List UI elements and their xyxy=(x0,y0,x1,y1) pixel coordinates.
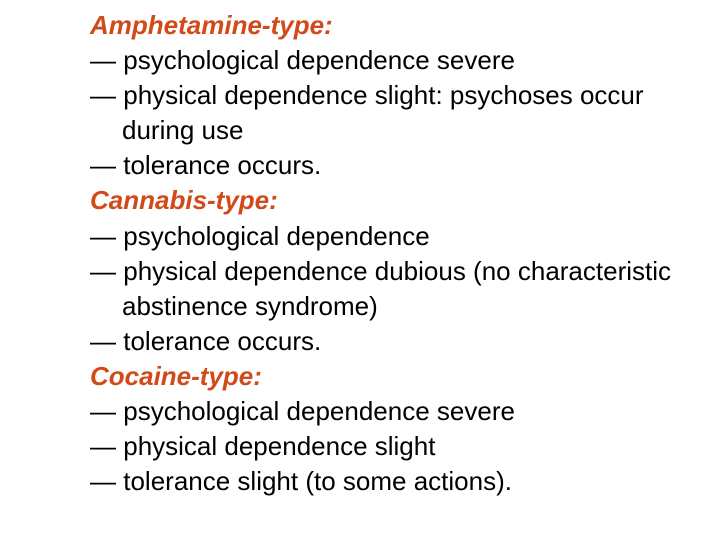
bullet-text: physical dependence slight xyxy=(123,431,435,461)
bullet-text: tolerance occurs. xyxy=(123,150,321,180)
section-heading: Cannabis-type: xyxy=(90,183,720,218)
section-heading: Amphetamine-type: xyxy=(90,8,720,43)
bullet-dash: — xyxy=(90,221,116,251)
section-heading: Cocaine-type: xyxy=(90,359,720,394)
bullet-dash: — xyxy=(90,45,116,75)
bullet-dash: — xyxy=(90,150,116,180)
bullet-continuation: during use xyxy=(90,113,720,148)
bullet-line: — physical dependence slight xyxy=(90,429,720,464)
bullet-dash: — xyxy=(90,256,116,286)
bullet-text: psychological dependence severe xyxy=(123,396,515,426)
bullet-line: — physical dependence dubious (no charac… xyxy=(90,254,720,289)
bullet-dash: — xyxy=(90,396,116,426)
slide-content: Amphetamine-type: — psychological depend… xyxy=(0,0,720,499)
bullet-dash: — xyxy=(90,326,116,356)
bullet-dash: — xyxy=(90,431,116,461)
bullet-text: tolerance slight (to some actions). xyxy=(123,466,512,496)
bullet-dash: — xyxy=(90,80,116,110)
bullet-line: — tolerance occurs. xyxy=(90,324,720,359)
bullet-line: — tolerance slight (to some actions). xyxy=(90,464,720,499)
bullet-text: psychological dependence xyxy=(123,221,429,251)
bullet-line: — tolerance occurs. xyxy=(90,148,720,183)
bullet-line: — psychological dependence severe xyxy=(90,394,720,429)
bullet-text: psychological dependence severe xyxy=(123,45,515,75)
bullet-text: physical dependence dubious (no characte… xyxy=(123,256,671,286)
bullet-text: physical dependence slight: psychoses oc… xyxy=(123,80,643,110)
bullet-line: — psychological dependence xyxy=(90,219,720,254)
bullet-text: tolerance occurs. xyxy=(123,326,321,356)
bullet-line: — physical dependence slight: psychoses … xyxy=(90,78,720,113)
bullet-dash: — xyxy=(90,466,116,496)
bullet-continuation: abstinence syndrome) xyxy=(90,289,720,324)
bullet-line: — psychological dependence severe xyxy=(90,43,720,78)
